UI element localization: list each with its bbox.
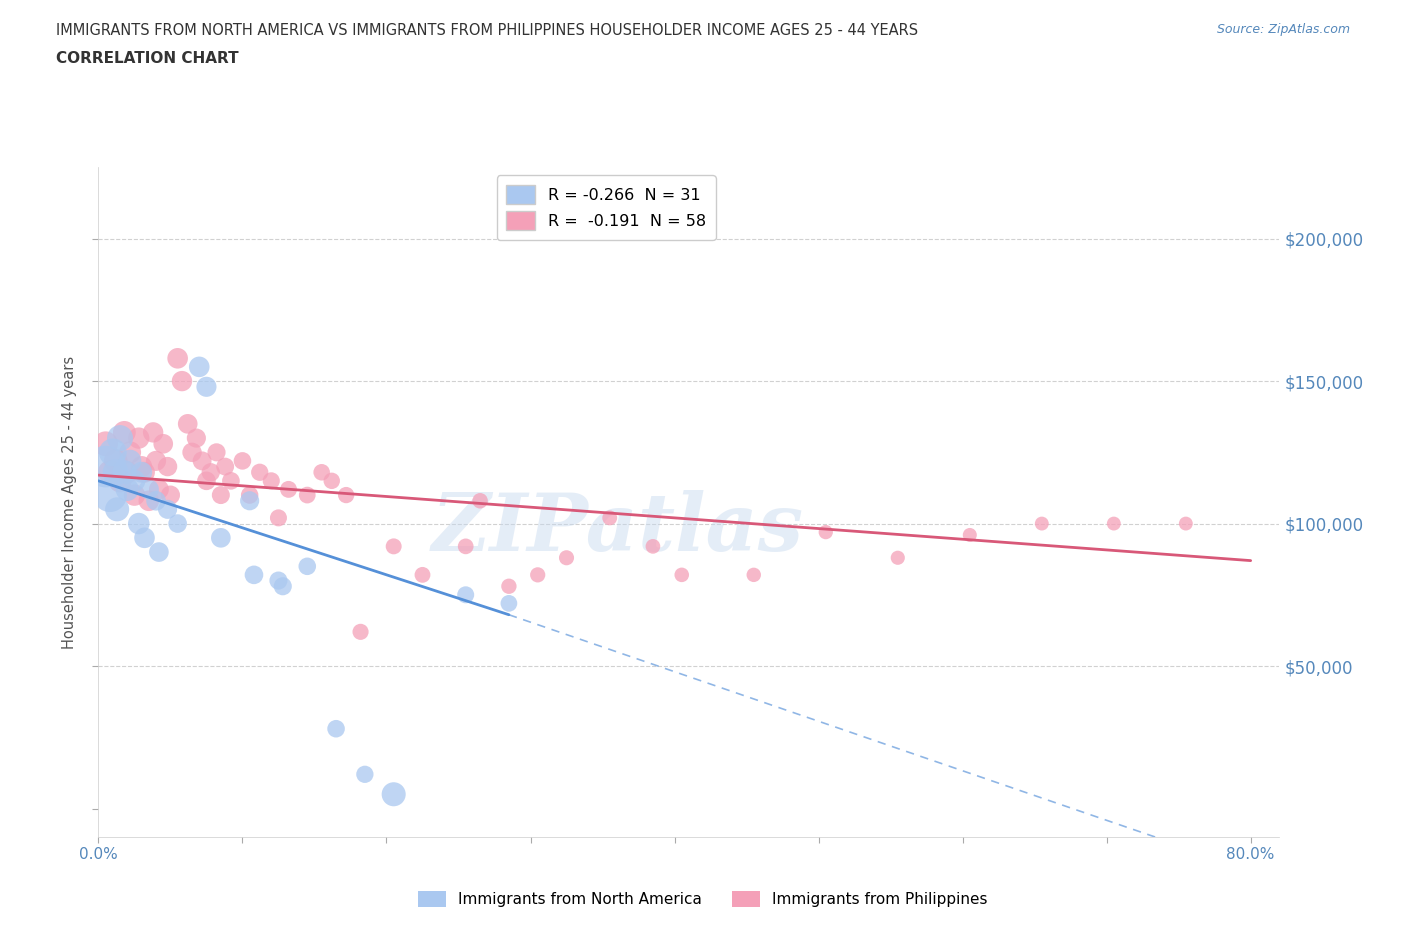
Text: IMMIGRANTS FROM NORTH AMERICA VS IMMIGRANTS FROM PHILIPPINES HOUSEHOLDER INCOME : IMMIGRANTS FROM NORTH AMERICA VS IMMIGRA… bbox=[56, 23, 918, 38]
Point bbox=[271, 578, 294, 593]
Point bbox=[468, 493, 491, 508]
Point bbox=[94, 436, 117, 451]
Point bbox=[526, 567, 548, 582]
Point bbox=[148, 545, 170, 560]
Point bbox=[349, 624, 371, 639]
Point bbox=[959, 527, 981, 542]
Point bbox=[186, 431, 208, 445]
Legend: R = -0.266  N = 31, R =  -0.191  N = 58: R = -0.266 N = 31, R = -0.191 N = 58 bbox=[496, 176, 716, 240]
Point bbox=[124, 473, 146, 488]
Point bbox=[239, 487, 262, 502]
Point bbox=[267, 573, 290, 588]
Point bbox=[1102, 516, 1125, 531]
Point bbox=[108, 473, 131, 488]
Legend: Immigrants from North America, Immigrants from Philippines: Immigrants from North America, Immigrant… bbox=[412, 884, 994, 913]
Point bbox=[115, 482, 138, 497]
Point bbox=[555, 551, 578, 565]
Point bbox=[166, 516, 188, 531]
Point bbox=[887, 551, 910, 565]
Point bbox=[142, 425, 165, 440]
Point bbox=[671, 567, 693, 582]
Point bbox=[297, 487, 319, 502]
Point bbox=[1031, 516, 1053, 531]
Text: CORRELATION CHART: CORRELATION CHART bbox=[56, 51, 239, 66]
Point bbox=[108, 431, 131, 445]
Point bbox=[128, 431, 150, 445]
Y-axis label: Householder Income Ages 25 - 44 years: Householder Income Ages 25 - 44 years bbox=[62, 355, 77, 649]
Point bbox=[191, 454, 214, 469]
Text: ZIPatlas: ZIPatlas bbox=[432, 490, 804, 567]
Point bbox=[1174, 516, 1197, 531]
Point bbox=[454, 588, 477, 603]
Point bbox=[98, 465, 121, 480]
Point bbox=[156, 502, 179, 517]
Point bbox=[128, 516, 150, 531]
Point bbox=[120, 445, 142, 459]
Point bbox=[120, 454, 142, 469]
Text: Source: ZipAtlas.com: Source: ZipAtlas.com bbox=[1216, 23, 1350, 36]
Point bbox=[104, 454, 127, 469]
Point bbox=[335, 487, 357, 502]
Point bbox=[209, 487, 232, 502]
Point bbox=[311, 465, 333, 480]
Point bbox=[145, 454, 167, 469]
Point bbox=[101, 445, 124, 459]
Point bbox=[181, 445, 204, 459]
Point bbox=[205, 445, 228, 459]
Point bbox=[131, 465, 153, 480]
Point bbox=[267, 511, 290, 525]
Point bbox=[411, 567, 433, 582]
Point bbox=[124, 487, 146, 502]
Point bbox=[145, 493, 167, 508]
Point bbox=[641, 538, 664, 553]
Point bbox=[498, 596, 520, 611]
Point bbox=[498, 578, 520, 593]
Point bbox=[105, 502, 128, 517]
Point bbox=[159, 487, 181, 502]
Point bbox=[321, 473, 343, 488]
Point bbox=[195, 473, 218, 488]
Point bbox=[231, 454, 253, 469]
Point bbox=[297, 559, 319, 574]
Point bbox=[214, 459, 236, 474]
Point bbox=[131, 459, 153, 474]
Point bbox=[112, 425, 135, 440]
Point bbox=[249, 465, 271, 480]
Point bbox=[382, 538, 405, 553]
Point bbox=[209, 530, 232, 545]
Point bbox=[94, 459, 117, 474]
Point bbox=[454, 538, 477, 553]
Point bbox=[98, 487, 121, 502]
Point bbox=[134, 530, 156, 545]
Point bbox=[166, 351, 188, 365]
Point bbox=[219, 473, 242, 488]
Point bbox=[170, 374, 193, 389]
Point bbox=[177, 417, 200, 432]
Point bbox=[115, 465, 138, 480]
Point bbox=[112, 465, 135, 480]
Point bbox=[148, 482, 170, 497]
Point bbox=[188, 359, 211, 374]
Point bbox=[156, 459, 179, 474]
Point bbox=[814, 525, 837, 539]
Point bbox=[742, 567, 765, 582]
Point bbox=[138, 482, 160, 497]
Point bbox=[152, 436, 174, 451]
Point bbox=[260, 473, 283, 488]
Point bbox=[277, 482, 299, 497]
Point bbox=[195, 379, 218, 394]
Point bbox=[104, 465, 127, 480]
Point bbox=[243, 567, 266, 582]
Point bbox=[382, 787, 405, 802]
Point bbox=[200, 465, 222, 480]
Point bbox=[354, 767, 377, 782]
Point bbox=[134, 465, 156, 480]
Point bbox=[325, 722, 347, 737]
Point bbox=[138, 493, 160, 508]
Point bbox=[599, 511, 621, 525]
Point bbox=[239, 493, 262, 508]
